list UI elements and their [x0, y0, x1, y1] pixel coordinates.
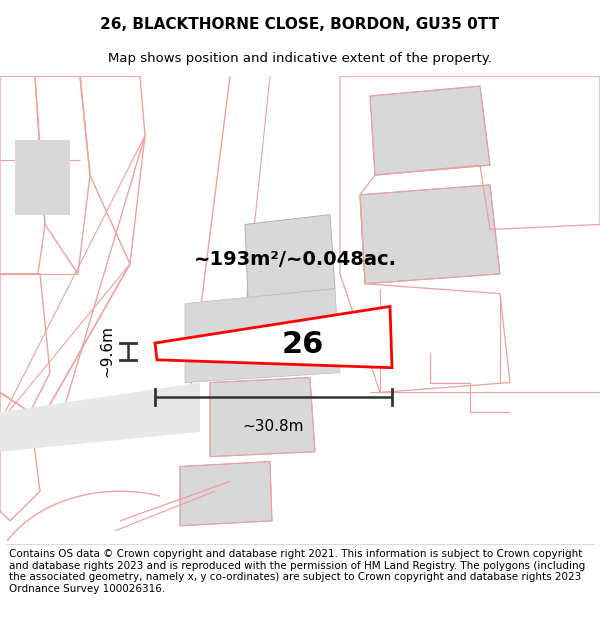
- Text: Contains OS data © Crown copyright and database right 2021. This information is : Contains OS data © Crown copyright and d…: [9, 549, 585, 594]
- Text: 26, BLACKTHORNE CLOSE, BORDON, GU35 0TT: 26, BLACKTHORNE CLOSE, BORDON, GU35 0TT: [100, 17, 500, 32]
- Polygon shape: [180, 462, 272, 526]
- Text: ~193m²/~0.048ac.: ~193m²/~0.048ac.: [193, 249, 397, 269]
- Polygon shape: [210, 378, 315, 457]
- Polygon shape: [360, 185, 500, 284]
- Text: 26: 26: [282, 329, 324, 359]
- Polygon shape: [245, 214, 335, 299]
- Polygon shape: [0, 382, 200, 452]
- Text: Map shows position and indicative extent of the property.: Map shows position and indicative extent…: [108, 52, 492, 65]
- Polygon shape: [155, 306, 392, 368]
- Text: ~30.8m: ~30.8m: [243, 419, 304, 434]
- Polygon shape: [185, 289, 340, 382]
- Text: ~9.6m: ~9.6m: [99, 326, 114, 378]
- Polygon shape: [370, 86, 490, 175]
- Polygon shape: [15, 141, 70, 214]
